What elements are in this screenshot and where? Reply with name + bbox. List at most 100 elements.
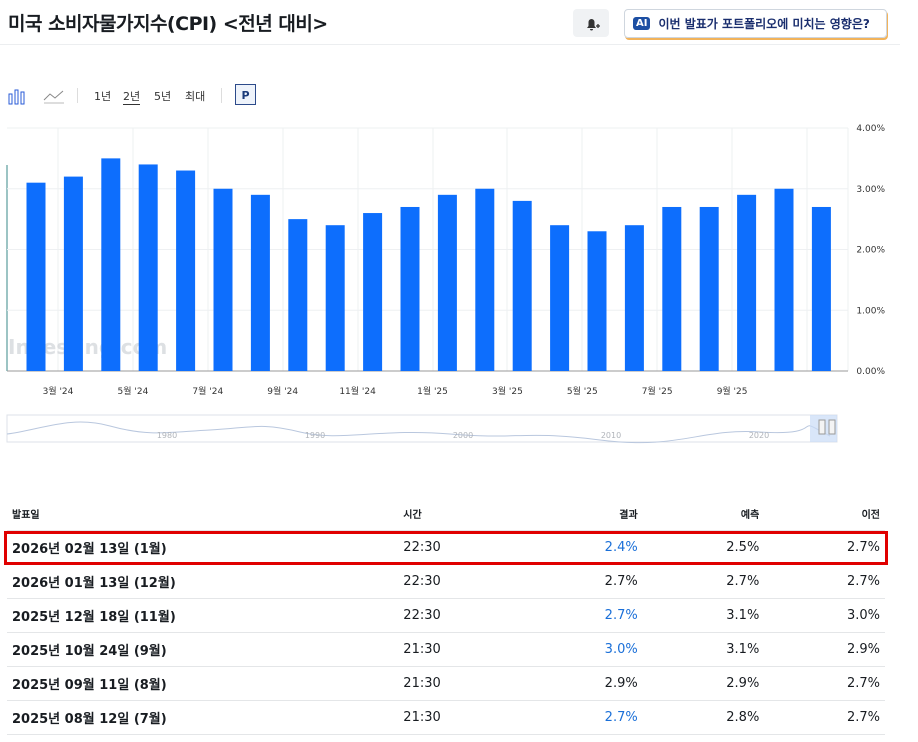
bar <box>699 206 719 371</box>
bar <box>624 225 644 371</box>
date-cell: 2025년 12월 18일 (11월) <box>7 598 399 633</box>
range-button[interactable]: 5년 <box>154 90 172 103</box>
y-tick-label: 1.00% <box>856 306 885 316</box>
forecast-cell: 2.8% <box>642 700 765 735</box>
ai-button[interactable]: AI 이번 발표가 포트폴리오에 미치는 영향은? <box>624 9 887 38</box>
y-tick-label: 2.00% <box>856 246 885 256</box>
table-row: 2025년 09월 11일 (8월) 21:30 2.9% 2.9% 2.7% <box>7 666 885 701</box>
time-cell: 22:30 <box>398 598 523 633</box>
time-cell: 22:30 <box>398 530 523 565</box>
time-cell: 21:30 <box>398 632 523 667</box>
bar <box>550 225 570 371</box>
chart: 0.00%1.00%2.00%3.00%4.00%Investing.com3월… <box>6 124 885 444</box>
separator <box>77 88 78 103</box>
bar <box>662 206 682 371</box>
ai-prompt: 이번 발표가 포트폴리오에 미치는 영향은? <box>658 17 870 31</box>
column-header: 시간 <box>398 496 523 531</box>
x-tick-label: 5월 '24 <box>118 385 149 397</box>
actual-cell: 2.7% <box>522 700 643 735</box>
navigator-label: 2010 <box>601 431 621 440</box>
separator <box>221 88 222 103</box>
p-button[interactable]: P <box>235 84 256 105</box>
page-title: 미국 소비자물가지수(CPI) <전년 대비> <box>8 13 328 35</box>
history-table: 발표일 시간 결과 예측 이전 2026년 02월 13일 (1월) 22:30 2.4% 2.… <box>7 496 885 735</box>
previous-cell: 2.9% <box>764 632 885 667</box>
forecast-cell: 3.1% <box>642 632 765 667</box>
chart-type-icons <box>8 89 64 105</box>
navigator-label: 2000 <box>453 431 473 440</box>
table-row: 2025년 10월 24일 (9월) 21:30 3.0% 3.1% 2.9% <box>7 632 885 667</box>
navigator-handle[interactable] <box>828 419 836 435</box>
column-header: 예측 <box>642 496 765 531</box>
bar <box>363 213 383 371</box>
alert-button[interactable] <box>573 9 609 37</box>
bar <box>138 164 158 371</box>
bar <box>400 206 420 371</box>
actual-cell: 2.7% <box>522 598 643 633</box>
x-tick-label: 7월 '24 <box>192 385 223 397</box>
time-cell: 21:30 <box>398 700 523 735</box>
navigator-label: 1980 <box>157 431 177 440</box>
date-cell: 2025년 08월 12일 (7월) <box>7 700 399 735</box>
navigator <box>6 414 838 443</box>
table-row: 2026년 01월 13일 (12월) 22:30 2.7% 2.7% 2.7% <box>7 564 885 599</box>
bar <box>250 194 270 371</box>
bar <box>26 182 46 371</box>
x-tick-label: 9월 '24 <box>267 385 298 397</box>
forecast-cell: 2.9% <box>642 666 765 701</box>
bar <box>774 188 794 371</box>
bar <box>512 200 532 371</box>
table-row: 2025년 08월 12일 (7월) 21:30 2.7% 2.8% 2.7% <box>7 700 885 735</box>
time-cell: 22:30 <box>398 564 523 599</box>
navigator-label: 2020 <box>749 431 769 440</box>
bar <box>213 188 233 371</box>
range-button[interactable]: 2년 <box>123 90 141 105</box>
previous-cell: 2.7% <box>764 530 885 565</box>
column-header: 발표일 <box>7 496 399 531</box>
x-tick-label: 3월 '24 <box>43 385 74 397</box>
y-tick-label: 0.00% <box>856 367 885 377</box>
previous-cell: 3.0% <box>764 598 885 633</box>
x-tick-label: 1월 '25 <box>417 385 448 397</box>
previous-cell: 2.7% <box>764 564 885 599</box>
time-cell: 21:30 <box>398 666 523 701</box>
column-header: 이전 <box>764 496 885 531</box>
table-row: 2025년 12월 18일 (11월) 22:30 2.7% 3.1% 3.0% <box>7 598 885 633</box>
bar <box>437 194 457 371</box>
date-cell: 2025년 10월 24일 (9월) <box>7 632 399 667</box>
date-cell: 2025년 09월 11일 (8월) <box>7 666 399 701</box>
x-tick-label: 7월 '25 <box>642 385 673 397</box>
bar <box>63 176 83 371</box>
bar <box>587 231 607 371</box>
bar <box>101 158 121 371</box>
forecast-cell: 3.1% <box>642 598 765 633</box>
actual-cell: 3.0% <box>522 632 643 667</box>
previous-cell: 2.7% <box>764 666 885 701</box>
navigator-line <box>6 421 831 444</box>
x-tick-label: 5월 '25 <box>567 385 598 397</box>
bar <box>325 225 345 371</box>
range-button[interactable]: 1년 <box>94 90 112 103</box>
actual-cell: 2.7% <box>522 564 643 599</box>
bar <box>737 194 757 371</box>
column-header: 결과 <box>522 496 643 531</box>
x-tick-label: 3월 '25 <box>492 385 523 397</box>
bar <box>475 188 495 371</box>
navigator-handle[interactable] <box>818 419 826 435</box>
date-cell: 2026년 01월 13일 (12월) <box>7 564 399 599</box>
x-tick-label: 9월 '25 <box>717 385 748 397</box>
forecast-cell: 2.7% <box>642 564 765 599</box>
previous-cell: 2.7% <box>764 700 885 735</box>
bar <box>176 170 196 371</box>
navigator-label: 1990 <box>305 431 325 440</box>
highlight-box <box>4 531 888 565</box>
table-row: 2026년 02월 13일 (1월) 22:30 2.4% 2.5% 2.7% <box>7 530 885 565</box>
bar <box>811 206 831 371</box>
range-button[interactable]: 최대 <box>185 90 206 103</box>
x-tick-label: 11월 '24 <box>339 385 376 397</box>
bell-icon <box>587 19 600 31</box>
divider <box>0 44 900 45</box>
bar <box>288 219 308 371</box>
date-cell: 2026년 02월 13일 (1월) <box>7 530 399 565</box>
forecast-cell: 2.5% <box>642 530 765 565</box>
